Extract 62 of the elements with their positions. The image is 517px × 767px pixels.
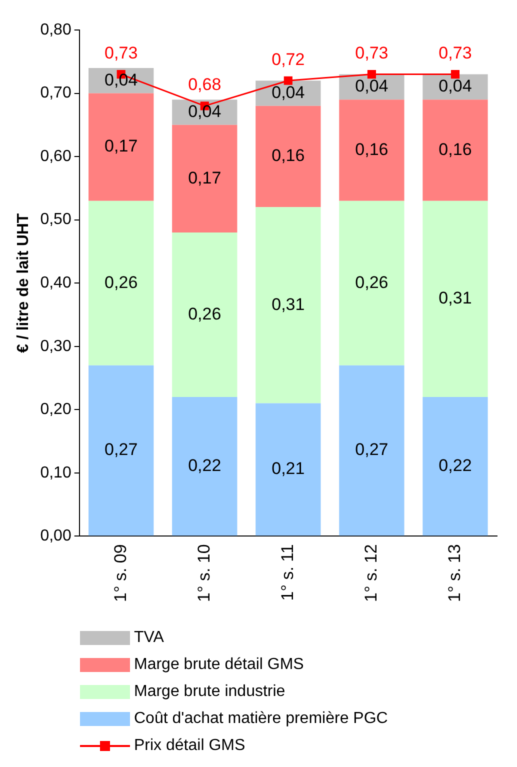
data-label: 0,17 xyxy=(104,136,138,156)
point xyxy=(367,70,376,79)
x-tick-label: 1° s. 09 xyxy=(110,544,130,602)
bar xyxy=(88,200,154,366)
data-label: 0,73 xyxy=(355,43,388,62)
legend-label: Coût d'achat matière première PGC xyxy=(134,710,388,728)
data-label: 0,16 xyxy=(438,140,472,159)
bar xyxy=(339,100,404,201)
point xyxy=(450,70,460,79)
bar xyxy=(422,100,488,201)
y-tick-label: 0,50 xyxy=(40,211,72,228)
data-label: 0,04 xyxy=(188,102,222,121)
x-tick-label: 1° s. 10 xyxy=(194,544,214,602)
legend-label: TVA xyxy=(134,628,164,646)
x-tick-label: 1° s. 11 xyxy=(278,544,297,601)
data-label: 0,31 xyxy=(272,294,305,314)
bar xyxy=(422,200,488,397)
y-axis-title: € / litre de lait UHT xyxy=(15,213,32,353)
bar xyxy=(172,232,238,397)
data-label: 0,31 xyxy=(438,288,472,308)
bar xyxy=(172,396,238,536)
bar xyxy=(339,200,404,366)
data-label: 0,73 xyxy=(104,43,138,62)
bar xyxy=(88,93,154,201)
y-tick-label: 0,30 xyxy=(40,338,72,355)
data-label: 0,73 xyxy=(438,43,472,62)
legend-label: Marge brute industrie xyxy=(134,682,286,700)
bar xyxy=(256,106,321,208)
data-label: 0,26 xyxy=(188,304,222,324)
data-label: 0,26 xyxy=(104,272,138,292)
data-label: 0,27 xyxy=(355,440,388,460)
point xyxy=(284,76,292,85)
y-tick-label: 0,40 xyxy=(40,274,72,292)
data-label: 0,27 xyxy=(104,440,138,460)
bar xyxy=(256,403,321,536)
data-label: 0,26 xyxy=(355,272,388,292)
data-label: 0,04 xyxy=(272,82,305,102)
data-label: 0,22 xyxy=(438,456,472,476)
y-tick-label: 0,70 xyxy=(40,84,72,102)
data-label: 0,04 xyxy=(355,76,388,96)
y-tick-label: 0,00 xyxy=(40,528,72,545)
legend-label: Marge brute détail GMS xyxy=(134,656,304,674)
y-tick-label: 0,80 xyxy=(40,21,72,38)
bar xyxy=(422,396,488,536)
x-tick-label: 1° s. 12 xyxy=(361,544,380,602)
data-label: 0,16 xyxy=(355,140,388,159)
data-label: 0,68 xyxy=(188,75,222,94)
data-label: 0,04 xyxy=(438,76,472,96)
bar xyxy=(256,207,321,404)
bar xyxy=(88,365,154,536)
data-label: 0,16 xyxy=(272,146,305,166)
y-tick-label: 0,20 xyxy=(40,401,72,418)
data-label: 0,17 xyxy=(188,168,222,188)
y-tick-label: 0,10 xyxy=(40,464,72,482)
bar xyxy=(339,365,404,536)
data-label: 0,72 xyxy=(272,50,305,69)
data-label: 0,21 xyxy=(272,459,305,478)
data-label: 0,22 xyxy=(188,456,222,476)
x-tick-label: 1° s. 13 xyxy=(444,544,464,602)
legend-label: Prix détail GMS xyxy=(134,736,246,754)
bar xyxy=(172,124,238,232)
y-tick-label: 0,60 xyxy=(40,148,72,165)
